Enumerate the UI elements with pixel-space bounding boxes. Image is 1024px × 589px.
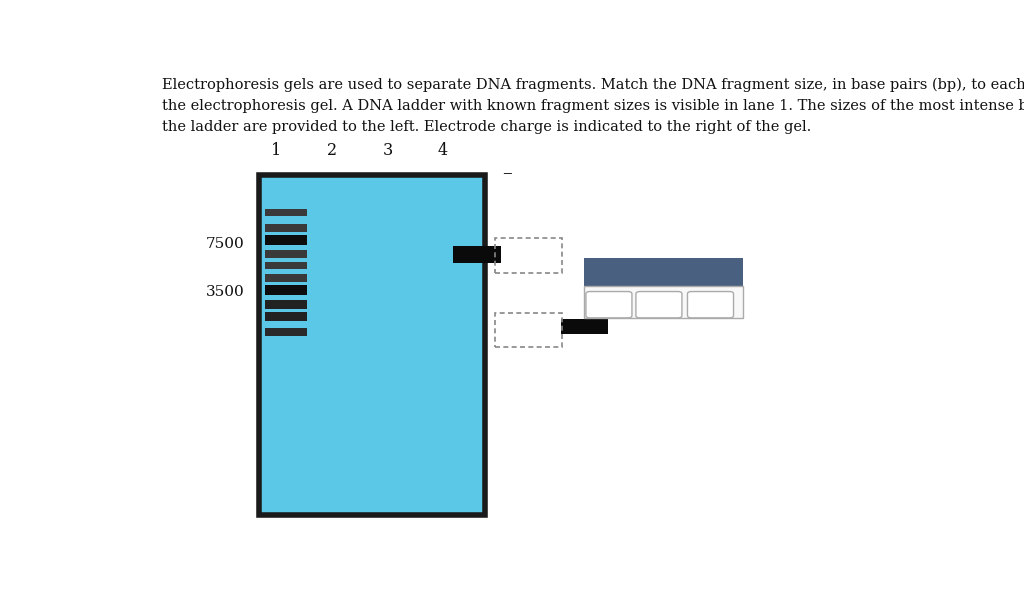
Text: 3500: 3500 xyxy=(206,284,245,299)
Bar xyxy=(265,285,306,295)
Bar xyxy=(454,246,501,263)
Bar xyxy=(495,239,562,273)
Bar xyxy=(265,328,306,336)
FancyBboxPatch shape xyxy=(636,292,682,318)
Bar xyxy=(265,262,306,269)
Bar xyxy=(585,286,743,318)
Text: 1: 1 xyxy=(271,142,282,159)
Bar xyxy=(265,312,306,321)
Bar xyxy=(495,313,562,348)
Text: 4: 4 xyxy=(438,142,449,159)
FancyBboxPatch shape xyxy=(687,292,733,318)
Bar xyxy=(259,175,485,515)
Text: –: – xyxy=(503,164,512,182)
Text: Answer Bank: Answer Bank xyxy=(610,265,718,279)
Text: Electrophoresis gels are used to separate DNA fragments. Match the DNA fragment : Electrophoresis gels are used to separat… xyxy=(162,78,1024,134)
Bar xyxy=(265,236,306,245)
Bar xyxy=(560,319,608,334)
FancyBboxPatch shape xyxy=(586,292,632,318)
Bar xyxy=(265,209,306,216)
Bar xyxy=(265,224,306,231)
Text: 7500: 7500 xyxy=(206,237,245,251)
Bar xyxy=(265,274,306,282)
Bar xyxy=(265,300,306,309)
Bar xyxy=(265,250,306,257)
Bar xyxy=(585,258,743,286)
Text: 2: 2 xyxy=(327,142,337,159)
Text: 3: 3 xyxy=(382,142,392,159)
